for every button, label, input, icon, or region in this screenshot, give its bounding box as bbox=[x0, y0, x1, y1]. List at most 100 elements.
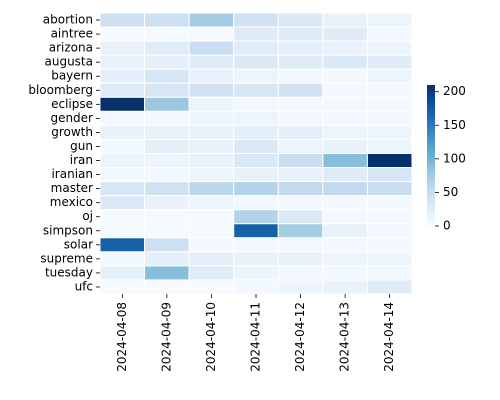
heatmap-cell bbox=[188, 40, 235, 56]
heatmap-cell bbox=[99, 195, 146, 211]
colorbar-tick-label: 50 bbox=[443, 185, 458, 199]
heatmap-cell bbox=[277, 82, 324, 98]
heatmap-cell bbox=[366, 124, 413, 140]
y-tick-label: solar bbox=[64, 237, 93, 251]
heatmap-cell bbox=[322, 26, 368, 42]
x-tick-label: 2024-04-10 bbox=[204, 302, 218, 372]
heatmap-cell bbox=[233, 54, 279, 70]
x-tick-label: 2024-04-13 bbox=[338, 302, 352, 372]
y-tick-label: augusta bbox=[45, 55, 94, 69]
heatmap-cell bbox=[99, 223, 146, 239]
heatmap-cell bbox=[99, 54, 146, 70]
colorbar: 0 50 100 150 200 bbox=[427, 84, 466, 233]
heatmap-cell bbox=[144, 265, 190, 281]
y-tick-label: ufc bbox=[75, 279, 93, 293]
y-tick-label: bayern bbox=[51, 69, 93, 83]
heatmap-cell bbox=[366, 68, 413, 84]
heatmap-cell bbox=[144, 54, 190, 70]
heatmap-cell bbox=[366, 181, 413, 197]
colorbar-tick-label: 200 bbox=[443, 84, 466, 98]
heatmap-cell bbox=[99, 12, 146, 28]
y-tick-label: iranian bbox=[51, 167, 93, 181]
heatmap-cell bbox=[233, 153, 279, 169]
y-tick-label: mexico bbox=[50, 195, 93, 209]
heatmap-cell bbox=[144, 223, 190, 239]
heatmap-cell bbox=[322, 153, 368, 169]
y-tick-label: gender bbox=[50, 111, 93, 125]
heatmap-cell bbox=[322, 195, 368, 211]
heatmap-cell bbox=[322, 167, 368, 183]
heatmap-cell bbox=[277, 265, 324, 281]
heatmap-cell bbox=[188, 138, 235, 154]
heatmap-cell bbox=[366, 82, 413, 98]
heatmap-cell bbox=[322, 96, 368, 112]
x-tick-label: 2024-04-09 bbox=[159, 302, 173, 372]
heatmap-cell bbox=[233, 96, 279, 112]
heatmap-cell bbox=[144, 181, 190, 197]
heatmap-cell bbox=[366, 279, 413, 295]
heatmap-cell bbox=[188, 26, 235, 42]
heatmap-cell bbox=[188, 223, 235, 239]
heatmap-cell bbox=[322, 251, 368, 267]
heatmap-cell bbox=[144, 209, 190, 225]
heatmap-cell bbox=[322, 54, 368, 70]
heatmap-cell bbox=[99, 153, 146, 169]
heatmap-cell bbox=[188, 209, 235, 225]
heatmap-cell bbox=[322, 82, 368, 98]
x-tick-label: 2024-04-12 bbox=[293, 302, 307, 372]
y-tick-label: abortion bbox=[43, 13, 93, 27]
x-tick-label: 2024-04-11 bbox=[248, 302, 262, 372]
heatmap-cell bbox=[188, 237, 235, 253]
y-tick-label: tuesday bbox=[45, 265, 93, 279]
heatmap-cell bbox=[322, 181, 368, 197]
heatmap-cell bbox=[366, 237, 413, 253]
heatmap-cell bbox=[322, 12, 368, 28]
heatmap-cell bbox=[322, 138, 368, 154]
heatmap-cell bbox=[277, 68, 324, 84]
heatmap-cell bbox=[366, 54, 413, 70]
colorbar-gradient bbox=[427, 85, 435, 226]
heatmap-cell bbox=[99, 26, 146, 42]
heatmap-cell bbox=[233, 167, 279, 183]
heatmap-cell bbox=[99, 265, 146, 281]
y-tick-label: aintree bbox=[51, 27, 93, 41]
heatmap-cell bbox=[277, 181, 324, 197]
x-axis: 2024-04-08 2024-04-09 2024-04-10 2024-04-11… bbox=[115, 294, 396, 372]
heatmap-cell bbox=[233, 40, 279, 56]
heatmap-cell bbox=[322, 124, 368, 140]
heatmap-cell bbox=[366, 209, 413, 225]
y-tick-label: gun bbox=[70, 139, 93, 153]
heatmap-cell bbox=[277, 110, 324, 126]
heatmap-cell bbox=[233, 26, 279, 42]
heatmap-cell bbox=[144, 82, 190, 98]
colorbar-tick-label: 0 bbox=[443, 219, 451, 233]
heatmap-cell bbox=[233, 279, 279, 295]
heatmap-cell bbox=[322, 279, 368, 295]
heatmap-cell bbox=[366, 138, 413, 154]
heatmap-cell bbox=[144, 279, 190, 295]
heatmap-cell bbox=[99, 96, 146, 112]
y-tick-label: eclipse bbox=[51, 97, 93, 111]
heatmap-cell bbox=[144, 68, 190, 84]
heatmap-cell bbox=[99, 251, 146, 267]
heatmap-cell bbox=[99, 237, 146, 253]
heatmap-cell bbox=[277, 237, 324, 253]
heatmap-cell bbox=[277, 26, 324, 42]
heatmap-cell bbox=[277, 195, 324, 211]
heatmap-cell bbox=[99, 68, 146, 84]
heatmap-cell bbox=[188, 195, 235, 211]
heatmap-cell bbox=[233, 181, 279, 197]
heatmap-cell bbox=[144, 195, 190, 211]
heatmap-cell bbox=[233, 68, 279, 84]
heatmap-cell bbox=[277, 167, 324, 183]
y-tick-label: bloomberg bbox=[28, 83, 93, 97]
heatmap-cell bbox=[366, 40, 413, 56]
heatmap-cell bbox=[366, 26, 413, 42]
heatmap-cell bbox=[277, 40, 324, 56]
y-tick-label: master bbox=[51, 181, 93, 195]
heatmap-cell bbox=[188, 68, 235, 84]
heatmap-cell bbox=[99, 209, 146, 225]
heatmap-cell bbox=[188, 82, 235, 98]
heatmap-cell bbox=[366, 96, 413, 112]
heatmap-cell bbox=[144, 167, 190, 183]
